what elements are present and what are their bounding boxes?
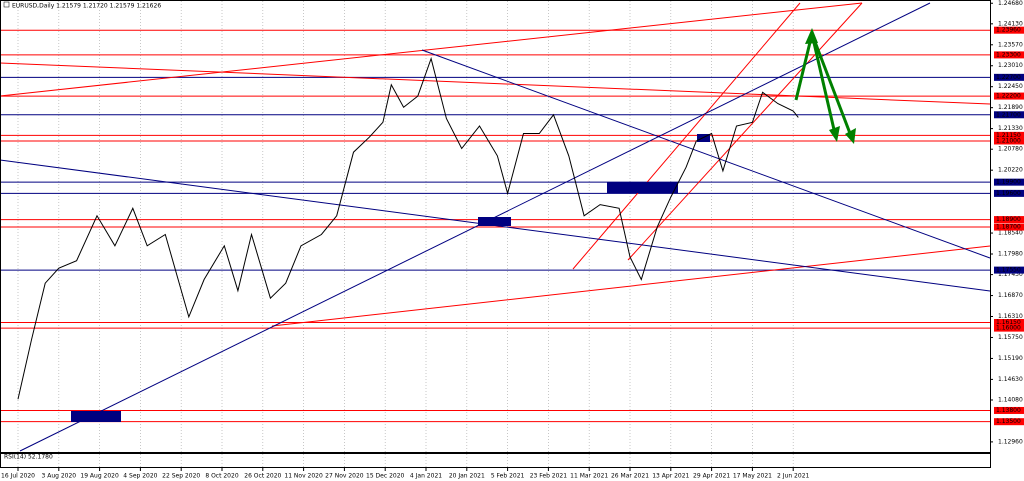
- level-label-box: [994, 324, 1024, 332]
- x-tick-label: 11 Mar 2021: [570, 473, 608, 480]
- x-tick-label: 16 Jul 2020: [1, 473, 35, 480]
- x-tick-label: 5 Feb 2021: [491, 473, 525, 480]
- arrow-head: [845, 128, 856, 144]
- y-tick-label: 1.17430: [998, 271, 1023, 278]
- y-tick-label: 1.23570: [998, 41, 1023, 48]
- level-label: 1.22700: [996, 74, 1021, 81]
- x-tick-label: 3 Aug 2020: [41, 473, 76, 480]
- chart-title: EURUSD,Daily 1.21579 1.21720 1.21579 1.2…: [12, 3, 161, 10]
- channel-line: [627, 2, 863, 261]
- level-label-box: [994, 216, 1024, 224]
- x-tick-label: 27 Nov 2020: [325, 473, 364, 480]
- level-label-box: [994, 51, 1024, 59]
- level-label: 1.16000: [996, 325, 1021, 332]
- channel-line: [572, 2, 801, 270]
- level-label: 1.22200: [996, 93, 1021, 100]
- x-tick-label: 11 Nov 2020: [284, 473, 323, 480]
- drawings: [0, 2, 991, 452]
- price-line: [17, 56, 799, 400]
- x-tick-label: 15 Dec 2020: [366, 473, 405, 480]
- level-label-box: [994, 178, 1024, 186]
- x-tick-label: 26 Mar 2021: [611, 473, 649, 480]
- arrow-head: [829, 126, 840, 142]
- level-label: 1.13500: [996, 418, 1021, 425]
- x-tick-label: 4 Jan 2021: [410, 473, 442, 480]
- level-label-box: [994, 189, 1024, 197]
- level-label-box: [994, 319, 1024, 327]
- level-label: 1.13800: [996, 407, 1021, 414]
- level-label-box: [994, 223, 1024, 231]
- level-label-box: [994, 73, 1024, 81]
- x-tick-label: 2 Jun 2021: [777, 473, 809, 480]
- rsi-frame: [0, 453, 991, 468]
- x-tick-label: 26 Oct 2020: [244, 473, 281, 480]
- arrow: [810, 33, 853, 137]
- level-label-box: [994, 137, 1024, 145]
- x-tick-label: 23 Feb 2021: [530, 473, 568, 480]
- plot-frame: [0, 0, 991, 453]
- level-label: 1.18700: [996, 224, 1021, 231]
- level-label: 1.17550: [996, 267, 1021, 274]
- level-label-box: [994, 131, 1024, 139]
- level-label: 1.23300: [996, 51, 1021, 58]
- level-label: 1.21700: [996, 111, 1021, 118]
- menu-icon[interactable]: [3, 1, 10, 8]
- levels: [0, 29, 990, 423]
- x-tick-label: 20 Jan 2021: [449, 473, 485, 480]
- y-tick-label: 1.23010: [998, 62, 1023, 69]
- trend-line: [0, 2, 863, 97]
- level-label-box: [994, 418, 1024, 426]
- y-tick-label: 1.22450: [998, 83, 1023, 90]
- y-tick-label: 1.16870: [998, 292, 1023, 299]
- level-label-box: [994, 111, 1024, 119]
- trend-line: [19, 2, 931, 452]
- level-label: 1.21150: [996, 132, 1021, 139]
- level-label-box: [994, 92, 1024, 100]
- level-label-box: [994, 26, 1024, 34]
- y-tick-label: 1.14080: [998, 396, 1023, 403]
- x-tick-label: 4 Sep 2020: [123, 473, 157, 480]
- level-label: 1.19900: [996, 179, 1021, 186]
- rsi-label: RSI(14) 52.1780: [4, 454, 53, 461]
- x-tick-label: 29 Apr 2021: [693, 473, 730, 480]
- y-tick-label: 1.14630: [998, 376, 1023, 383]
- zone: [71, 411, 121, 422]
- x-tick-label: 19 Aug 2020: [80, 473, 119, 480]
- x-tick-label: 22 Sep 2020: [162, 473, 200, 480]
- x-tick-label: 8 Oct 2020: [205, 473, 238, 480]
- level-label: 1.23960: [996, 27, 1021, 34]
- level-label: 1.16150: [996, 319, 1021, 326]
- trend-line: [271, 245, 991, 327]
- level-label: 1.19600: [996, 190, 1021, 197]
- y-tick-label: 1.20780: [998, 146, 1023, 153]
- x-tick-label: 17 May 2021: [733, 473, 772, 480]
- y-tick-label: 1.15750: [998, 334, 1023, 341]
- y-tick-label: 1.18540: [998, 230, 1023, 237]
- y-tick-label: 1.24680: [998, 0, 1023, 7]
- y-tick-label: 1.20220: [998, 167, 1023, 174]
- y-tick-label: 1.17980: [998, 251, 1023, 258]
- arrow-head: [805, 28, 818, 44]
- x-tick-label: 13 Apr 2021: [652, 473, 689, 480]
- trend-line: [421, 49, 991, 259]
- y-tick-label: 1.21330: [998, 125, 1023, 132]
- y-tick-label: 1.15190: [998, 355, 1023, 362]
- level-label-box: [994, 266, 1024, 274]
- y-tick-label: 1.24130: [998, 20, 1023, 27]
- level-label: 1.18900: [996, 216, 1021, 223]
- y-tick-label: 1.12960: [998, 438, 1023, 445]
- zone: [478, 217, 511, 226]
- level-label-box: [994, 406, 1024, 414]
- y-tick-label: 1.21890: [998, 104, 1023, 111]
- zone: [607, 182, 678, 193]
- y-tick-label: 1.16310: [998, 313, 1023, 320]
- level-label: 1.21000: [996, 137, 1021, 144]
- price: [17, 56, 799, 400]
